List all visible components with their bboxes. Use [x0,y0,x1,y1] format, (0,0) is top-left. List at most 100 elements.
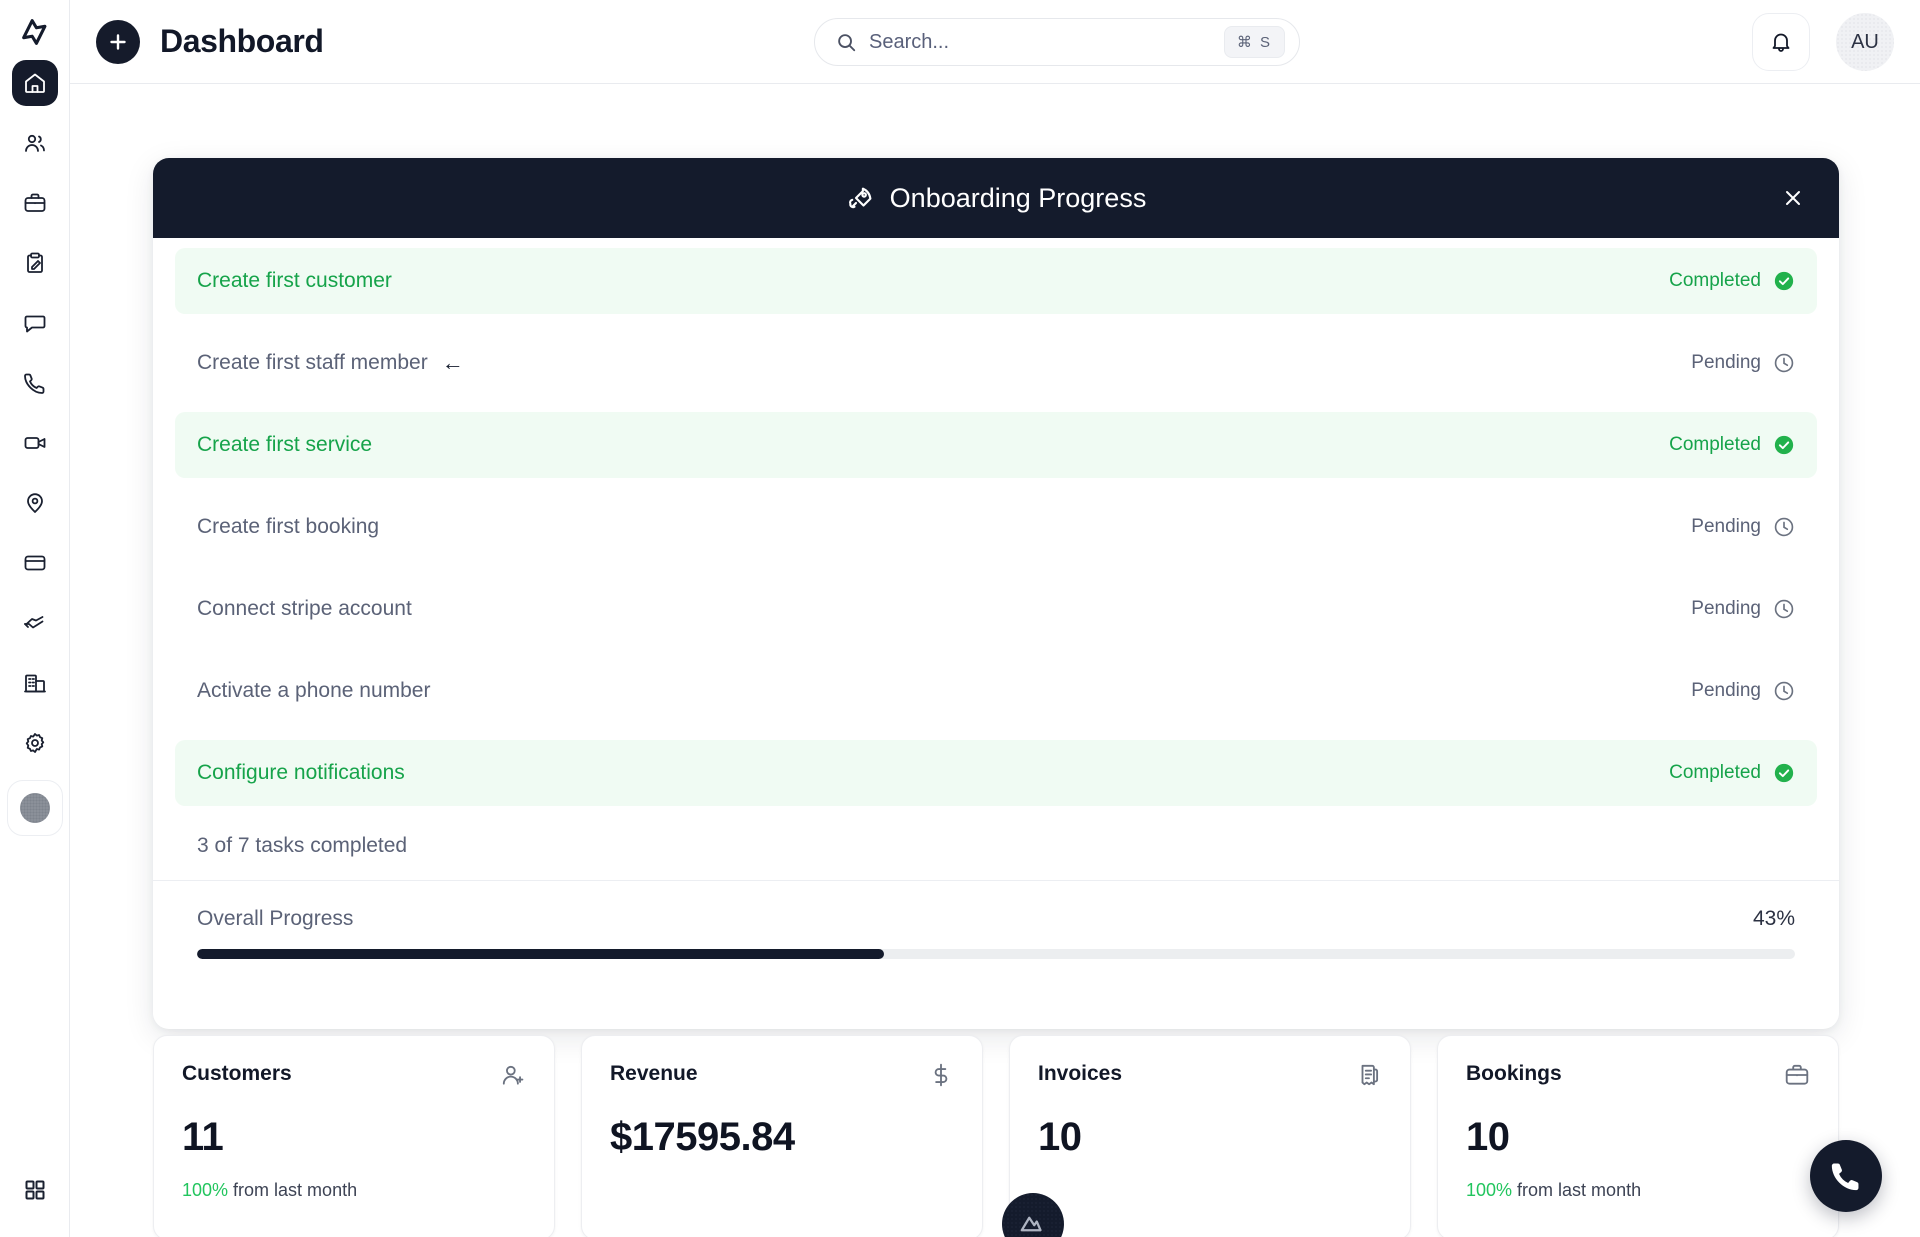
rocket-icon [848,187,872,209]
onboarding-task-row[interactable]: Configure notifications Completed [175,740,1817,806]
sidebar [0,0,70,1237]
stat-card-title: Revenue [610,1062,698,1085]
sidebar-item-video[interactable] [12,420,58,466]
task-status-label: Pending [1691,352,1761,373]
task-status-label: Completed [1669,762,1761,783]
call-fab-button[interactable] [1810,1140,1882,1212]
sidebar-item-partners[interactable] [12,600,58,646]
onboarding-task-list[interactable]: Create first customer Completed Create fir… [153,238,1839,828]
task-status: Pending [1691,352,1795,374]
user-avatar[interactable]: AU [1836,13,1894,71]
clipboard-edit-icon [26,252,43,273]
stat-card-change-suffix: from last month [228,1180,358,1200]
task-status-label: Completed [1669,434,1761,455]
handshake-icon [23,616,43,629]
task-label: Configure notifications [197,761,405,784]
stat-card-value: 10 [1038,1115,1082,1159]
task-status: Pending [1691,598,1795,620]
search-input[interactable]: Search... [869,30,950,53]
onboarding-header: Onboarding Progress [153,158,1839,238]
tasks-completed-count: 3 of 7 tasks completed [197,834,408,857]
brand-logo-icon[interactable] [11,8,59,56]
search-box[interactable]: Search... ⌘ S [814,18,1300,66]
phone-icon [23,373,44,394]
chat-bubble-icon [24,315,45,333]
sidebar-item-apps[interactable] [12,1167,58,1213]
stat-cards: Customers 11 100% from last month Revenue $1… [153,1035,1839,1237]
mountain-badge-icon[interactable] [1002,1193,1064,1237]
progress-bar-track [197,949,1795,959]
close-button[interactable] [1775,180,1811,216]
building-icon [23,674,46,693]
top-header: Dashboard Search... ⌘ S AU [70,0,1920,84]
overall-progress-section: Overall Progress 43% [153,881,1839,989]
briefcase-icon [1785,1064,1809,1085]
sidebar-item-customers[interactable] [12,120,58,166]
stat-card-icon [1356,1062,1382,1093]
dollar-icon [934,1063,948,1087]
profile-avatar-icon [19,793,50,823]
onboarding-task-row[interactable]: Create first booking Pending [175,494,1817,560]
sidebar-item-settings[interactable] [12,720,58,766]
task-status-label: Completed [1669,270,1761,291]
task-status: Completed [1669,434,1795,456]
sidebar-item-home[interactable] [11,60,58,106]
task-label: Create first customer [197,269,392,292]
progress-header: Overall Progress 43% [197,907,1795,931]
stat-card-change-pct: 100% [182,1180,229,1200]
sidebar-item-locations[interactable] [12,480,58,526]
search-icon [838,34,856,52]
task-status: Pending [1691,680,1795,702]
page-title: Dashboard [160,23,324,59]
search-shortcut-badge: ⌘ S [1223,26,1285,58]
task-status-label: Pending [1691,598,1761,619]
task-label: Connect stripe account [197,597,412,620]
clock-icon [1774,681,1794,701]
notifications-button[interactable] [1752,13,1810,71]
sidebar-profile-button[interactable] [6,780,63,836]
phone-filled-icon [1831,1163,1859,1191]
sidebar-item-forms[interactable] [12,240,58,286]
bell-icon [1772,33,1790,52]
progress-percent: 43% [1752,907,1795,930]
map-pin-icon [26,493,43,513]
stat-card-value: 11 [182,1115,224,1159]
task-status-label: Pending [1691,680,1761,701]
stat-card-change: 100% from last month [182,1180,526,1201]
credit-card-icon [24,555,45,571]
task-label: Activate a phone number [197,679,431,702]
stat-card-title: Customers [182,1062,292,1085]
users-icon [24,134,45,152]
check-circle-icon [1774,435,1794,455]
stat-card-change-suffix: from last month [1512,1180,1642,1200]
onboarding-task-row[interactable]: Create first staff member ← Pending [175,330,1817,396]
task-label: Create first booking [197,515,380,538]
apps-grid-icon [25,1180,44,1200]
video-camera-icon [24,437,45,449]
stat-card-title: Invoices [1038,1062,1123,1085]
clock-icon [1774,353,1794,373]
current-step-arrow-icon: ← [441,350,464,375]
stat-card[interactable]: Revenue $17595.84 [581,1035,983,1237]
sidebar-item-jobs[interactable] [12,180,58,226]
clock-icon [1774,599,1794,619]
onboarding-task-row[interactable]: Connect stripe account Pending [175,576,1817,642]
onboarding-task-row[interactable]: Create first customer Completed [175,248,1817,314]
stat-card[interactable]: Invoices 10 [1009,1035,1411,1237]
sidebar-item-messages[interactable] [12,300,58,346]
stat-card[interactable]: Customers 11 100% from last month [153,1035,555,1237]
receipt-icon [1361,1064,1379,1086]
sidebar-item-company[interactable] [12,660,58,706]
onboarding-task-row[interactable]: Create first service Completed [175,412,1817,478]
stat-card-change-pct: 100% [1466,1180,1513,1200]
stat-card[interactable]: Bookings 10 100% from last month [1437,1035,1839,1237]
onboarding-task-row[interactable]: Activate a phone number Pending [175,658,1817,724]
add-button[interactable] [96,19,140,64]
home-icon [24,73,45,93]
check-circle-icon [1774,271,1794,291]
onboarding-modal: Onboarding Progress Create first custome… [153,158,1839,1029]
plus-icon [110,33,126,50]
check-circle-icon [1774,763,1794,783]
sidebar-item-payments[interactable] [12,540,58,586]
sidebar-item-calls[interactable] [12,360,58,406]
